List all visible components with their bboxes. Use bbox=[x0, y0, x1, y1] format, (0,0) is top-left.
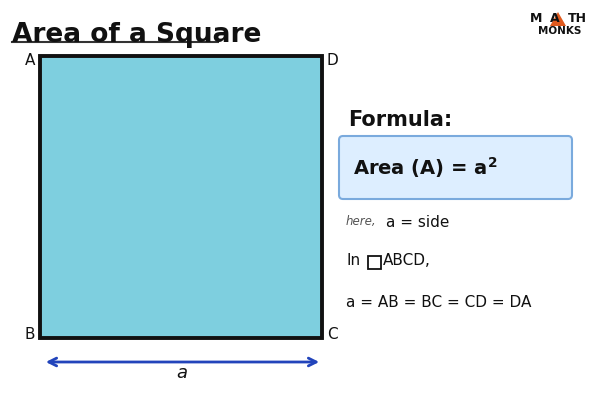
Text: A: A bbox=[550, 12, 560, 25]
FancyBboxPatch shape bbox=[368, 256, 381, 269]
Text: ABCD,: ABCD, bbox=[383, 253, 431, 268]
Text: D: D bbox=[327, 53, 339, 68]
Text: Area of a Square: Area of a Square bbox=[12, 22, 262, 48]
Text: Area (A) = a$^{\mathbf{2}}$: Area (A) = a$^{\mathbf{2}}$ bbox=[353, 155, 497, 180]
FancyBboxPatch shape bbox=[40, 56, 322, 338]
Text: In: In bbox=[346, 253, 360, 268]
FancyBboxPatch shape bbox=[339, 136, 572, 199]
Text: a: a bbox=[176, 364, 187, 382]
Text: A: A bbox=[25, 53, 35, 68]
Text: M: M bbox=[530, 12, 542, 25]
Text: here,: here, bbox=[346, 215, 377, 228]
Text: a = side: a = side bbox=[386, 215, 449, 230]
Text: Formula:: Formula: bbox=[348, 110, 452, 130]
Text: MONKS: MONKS bbox=[538, 26, 581, 36]
Text: a = AB = BC = CD = DA: a = AB = BC = CD = DA bbox=[346, 295, 532, 310]
Polygon shape bbox=[550, 12, 566, 26]
Text: B: B bbox=[25, 327, 35, 342]
Text: C: C bbox=[327, 327, 338, 342]
Text: TH: TH bbox=[568, 12, 587, 25]
